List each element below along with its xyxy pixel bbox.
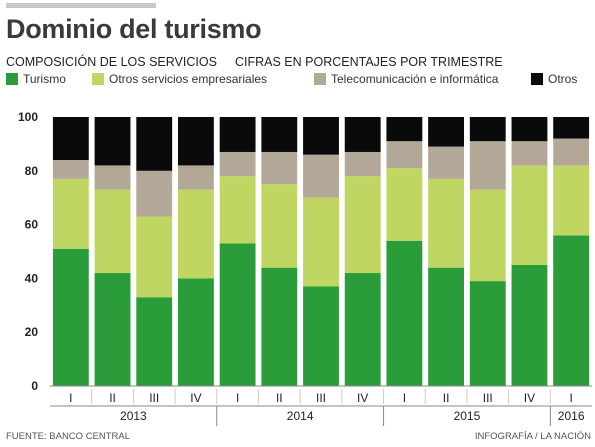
bar-segment-turismo [511, 264, 548, 386]
legend-item-telecomunicacion: Telecomunicación e informática [314, 72, 498, 86]
year-label: 2014 [287, 409, 314, 423]
bar-segment-turismo [386, 240, 423, 386]
bar-segment-telecomunicaci-n-e-inform-tica [469, 141, 506, 190]
bar-segment-telecomunicaci-n-e-inform-tica [511, 141, 548, 166]
bar-segment-otros-servicios-empresariales [553, 165, 590, 236]
chart-legend: Turismo Otros servicios empresariales Te… [6, 72, 591, 88]
bar-segment-telecomunicaci-n-e-inform-tica [94, 165, 131, 190]
x-tick-label: IV [524, 391, 535, 405]
legend-swatch-otros [531, 73, 543, 85]
bar-segment-otros [261, 117, 298, 152]
bar-segment-otros [344, 117, 381, 152]
bar-segment-turismo [261, 267, 298, 386]
bar-segment-turismo [553, 235, 590, 386]
bar-segment-turismo [136, 297, 173, 386]
bar-segment-turismo [52, 248, 89, 386]
bar-segment-otros-servicios-empresariales [469, 189, 506, 282]
bar-segment-turismo [344, 273, 381, 386]
bar-segment-otros-servicios-empresariales [303, 197, 339, 287]
bar-segment-otros [303, 117, 339, 155]
bar-segment-otros-servicios-empresariales [261, 184, 298, 268]
x-tick-label: III [149, 391, 159, 405]
legend-item-turismo: Turismo [6, 72, 66, 86]
bar-segment-telecomunicaci-n-e-inform-tica [386, 141, 423, 169]
x-tick-label: III [316, 391, 326, 405]
bar-segment-telecomunicaci-n-e-inform-tica [177, 165, 214, 190]
year-label: 2013 [120, 409, 147, 423]
bar-segment-turismo [177, 278, 214, 386]
bar-segment-turismo [94, 273, 131, 386]
bar-segment-telecomunicaci-n-e-inform-tica [136, 170, 173, 217]
bar-segment-telecomunicaci-n-e-inform-tica [303, 154, 339, 198]
bar-segment-telecomunicaci-n-e-inform-tica [219, 151, 256, 177]
bar-segment-otros-servicios-empresariales [428, 178, 465, 268]
x-tick-label: II [276, 391, 283, 405]
y-tick-label: 60 [25, 218, 39, 232]
header-accent-bar [6, 3, 156, 8]
bar-segment-telecomunicaci-n-e-inform-tica [553, 138, 590, 166]
bar-segment-telecomunicaci-n-e-inform-tica [52, 160, 89, 179]
x-tick-label: I [403, 391, 406, 405]
y-tick-label: 20 [25, 325, 39, 339]
bar-segment-turismo [219, 243, 256, 386]
bar-segment-telecomunicaci-n-e-inform-tica [344, 151, 381, 177]
credit-note: INFOGRAFÍA / LA NACIÓN [474, 431, 591, 442]
x-tick-label: II [443, 391, 450, 405]
bar-segment-otros [136, 117, 173, 171]
bar-segment-otros [386, 117, 423, 142]
x-tick-label: III [483, 391, 493, 405]
legend-label-turismo: Turismo [23, 72, 66, 86]
legend-swatch-turismo [6, 73, 18, 85]
y-tick-label: 80 [25, 164, 39, 178]
chart-subtitle-left: COMPOSICIÓN DE LOS SERVICIOS [6, 55, 217, 69]
chart-title: Dominio del turismo [6, 14, 262, 44]
source-note: FUENTE: BANCO CENTRAL [6, 431, 131, 442]
bar-segment-otros [219, 117, 256, 152]
legend-label-otros-servicios: Otros servicios empresariales [109, 72, 268, 86]
bar-segment-telecomunicaci-n-e-inform-tica [428, 146, 465, 179]
legend-swatch-otros-servicios [92, 73, 104, 85]
y-tick-label: 100 [18, 110, 38, 124]
legend-swatch-telecomunicacion [314, 73, 326, 85]
x-tick-label: IV [190, 391, 201, 405]
y-tick-label: 40 [25, 271, 39, 285]
y-tick-label: 0 [31, 379, 38, 393]
bar-segment-otros [94, 117, 131, 166]
x-tick-label: II [109, 391, 116, 405]
legend-item-otros: Otros [531, 72, 577, 86]
bar-segment-otros-servicios-empresariales [177, 189, 214, 279]
bar-segment-otros-servicios-empresariales [94, 189, 131, 274]
bar-segment-telecomunicaci-n-e-inform-tica [261, 151, 298, 185]
year-label: 2015 [454, 409, 481, 423]
bar-segment-otros-servicios-empresariales [136, 216, 173, 298]
bar-segment-otros-servicios-empresariales [386, 168, 423, 241]
bar-segment-otros [177, 117, 214, 166]
x-tick-label: I [69, 391, 72, 405]
bar-segment-otros [469, 117, 506, 142]
legend-label-telecomunicacion: Telecomunicación e informática [331, 72, 499, 86]
chart-subtitle-right: CIFRAS EN PORCENTAJES POR TRIMESTRE [235, 55, 503, 69]
bar-segment-otros-servicios-empresariales [219, 176, 256, 244]
bar-segment-otros-servicios-empresariales [52, 178, 89, 249]
year-label: 2016 [558, 409, 585, 423]
bar-segment-otros [511, 117, 548, 142]
bar-segment-otros-servicios-empresariales [344, 176, 381, 274]
legend-item-otros-servicios: Otros servicios empresariales [92, 72, 267, 86]
legend-label-otros: Otros [548, 72, 578, 86]
bar-segment-turismo [303, 286, 339, 386]
bar-segment-otros [428, 117, 465, 147]
bar-segment-turismo [469, 281, 506, 386]
bar-segment-turismo [428, 267, 465, 386]
x-tick-label: I [236, 391, 239, 405]
bar-segment-otros [553, 117, 590, 139]
x-tick-label: IV [357, 391, 368, 405]
x-tick-label: I [569, 391, 572, 405]
bar-segment-otros-servicios-empresariales [511, 165, 548, 265]
bar-segment-otros [52, 117, 89, 161]
